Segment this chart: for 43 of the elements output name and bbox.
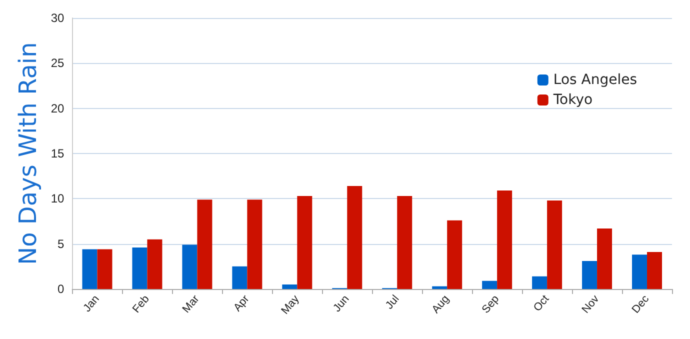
bar	[482, 280, 498, 289]
bar	[647, 252, 662, 289]
bar	[582, 260, 598, 289]
x-tick-label: Feb	[130, 293, 152, 316]
bar	[532, 276, 548, 289]
bar	[132, 247, 148, 289]
y-tick-label: 10	[50, 192, 65, 206]
bar	[632, 254, 648, 289]
bar	[297, 196, 312, 289]
x-tick-label: Dec	[630, 292, 652, 316]
x-tick-label: Jan	[81, 293, 102, 314]
y-axis-title: No Days With Rain	[14, 42, 42, 265]
bar	[82, 249, 98, 289]
bar	[182, 244, 198, 289]
bar	[432, 286, 448, 289]
x-tick-label: Nov	[580, 292, 602, 316]
x-tick-label: Oct	[531, 293, 552, 314]
bar	[497, 190, 512, 289]
bar	[197, 200, 212, 289]
bar	[232, 266, 248, 289]
x-tick-label: Aug	[430, 293, 452, 316]
bar	[397, 196, 412, 289]
x-tick-label: Mar	[180, 292, 202, 316]
legend-label: Tokyo	[552, 92, 593, 108]
y-tick-label: 25	[50, 56, 65, 70]
legend-label: Los Angeles	[553, 72, 638, 88]
y-tick-label: 5	[58, 236, 65, 251]
bar	[347, 186, 362, 289]
bar	[247, 200, 262, 289]
y-tick-label: 15	[50, 146, 65, 160]
bar	[447, 220, 462, 289]
x-tick-label: Apr	[232, 292, 252, 314]
bar	[547, 200, 562, 289]
bar	[147, 239, 162, 289]
bar	[597, 228, 612, 289]
x-tick-label: Jun	[331, 293, 352, 314]
y-tick-label: 0	[58, 282, 65, 296]
x-tick-label: Sep	[480, 293, 502, 316]
y-tick-label: 20	[50, 101, 65, 116]
y-tick-label: 30	[50, 11, 65, 25]
x-tick-label: Jul	[383, 293, 402, 312]
bar	[97, 249, 112, 289]
bar	[282, 284, 298, 289]
